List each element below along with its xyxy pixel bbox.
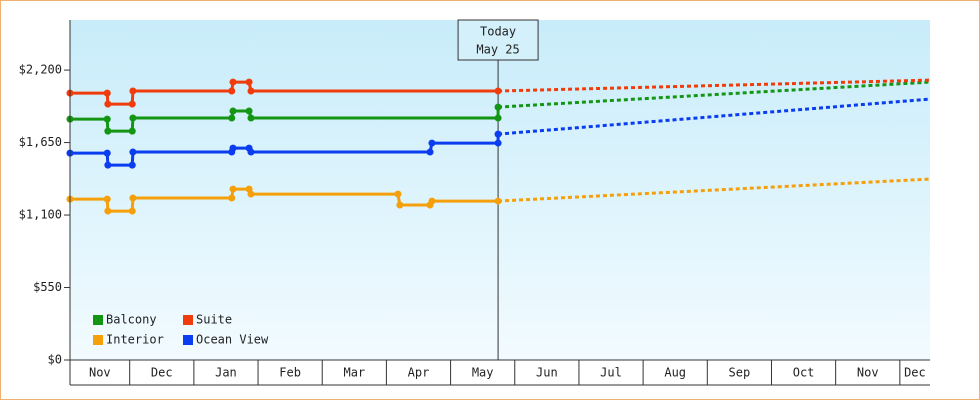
data-point — [129, 194, 137, 202]
legend-label: Suite — [196, 313, 232, 327]
data-point — [128, 161, 136, 169]
x-tick-label: Oct — [793, 366, 815, 380]
projection-line — [497, 177, 931, 203]
y-tick-label: $1,650 — [19, 135, 62, 149]
x-tick-label: Jan — [215, 366, 237, 380]
x-tick-label: Jun — [536, 366, 558, 380]
data-point — [247, 190, 255, 198]
x-tick-label: Mar — [343, 366, 365, 380]
data-point — [128, 127, 136, 135]
data-point — [494, 130, 502, 138]
y-tick-label: $550 — [33, 280, 62, 294]
series-line — [70, 80, 499, 106]
data-point — [247, 114, 255, 122]
projection-line — [497, 97, 931, 136]
x-tick-label: Aug — [664, 366, 686, 380]
data-point — [103, 195, 111, 203]
legend-label: Balcony — [106, 313, 157, 327]
data-point — [247, 148, 255, 156]
x-tick-label: Feb — [279, 366, 301, 380]
data-point — [229, 185, 237, 193]
data-point — [104, 127, 112, 135]
x-tick-label: Dec — [904, 366, 926, 380]
data-point — [229, 144, 237, 152]
data-point — [129, 114, 137, 122]
data-point — [247, 87, 255, 95]
x-tick-label: Nov — [857, 366, 879, 380]
legend-swatch — [93, 315, 103, 325]
data-point — [228, 194, 236, 202]
plot-area — [70, 20, 930, 360]
data-point — [245, 107, 253, 115]
data-point — [229, 107, 237, 115]
data-point — [128, 207, 136, 215]
x-tick-label: Nov — [89, 366, 111, 380]
data-point — [494, 139, 502, 147]
data-point — [228, 114, 236, 122]
legend-swatch — [183, 315, 193, 325]
projection-line — [498, 78, 931, 93]
today-label: Today — [480, 25, 516, 39]
data-point — [428, 139, 436, 147]
data-point — [228, 87, 236, 95]
data-point — [494, 87, 502, 95]
data-point — [104, 161, 112, 169]
data-point — [428, 197, 436, 205]
series-line — [70, 187, 499, 213]
data-point — [103, 89, 111, 97]
legend-label: Ocean View — [196, 333, 269, 347]
y-tick-label: $1,100 — [19, 208, 62, 222]
x-tick-label: May — [472, 366, 494, 380]
data-point — [129, 87, 137, 95]
data-point — [128, 100, 136, 108]
x-tick-label: Sep — [729, 366, 751, 380]
data-point — [494, 197, 502, 205]
data-point — [104, 100, 112, 108]
y-tick-label: $2,200 — [19, 63, 62, 77]
data-point — [494, 103, 502, 111]
y-tick-label: $0 — [48, 353, 62, 367]
today-label: May 25 — [476, 43, 519, 57]
today-box — [457, 19, 539, 61]
data-point — [103, 115, 111, 123]
legend-swatch — [183, 335, 193, 345]
x-tick-label: Apr — [408, 366, 430, 380]
data-point — [229, 78, 237, 86]
data-point — [426, 148, 434, 156]
x-tick-label: Jul — [600, 366, 622, 380]
data-point — [245, 78, 253, 86]
projection-line — [497, 80, 931, 109]
data-point — [494, 114, 502, 122]
data-point — [103, 149, 111, 157]
data-point — [394, 190, 402, 198]
data-point — [396, 201, 404, 209]
data-point — [104, 207, 112, 215]
x-tick-label: Dec — [151, 366, 173, 380]
data-point — [129, 148, 137, 156]
legend-swatch — [93, 335, 103, 345]
legend-label: Interior — [106, 333, 164, 347]
